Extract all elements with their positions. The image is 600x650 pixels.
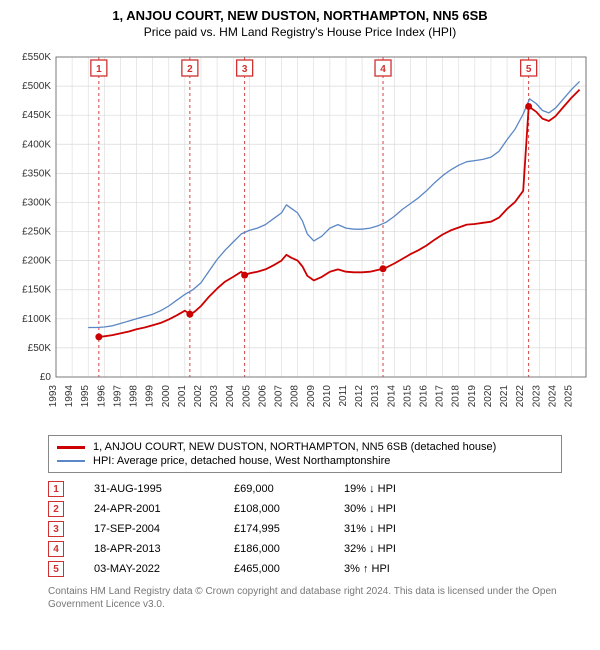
svg-text:2005: 2005 <box>241 385 252 408</box>
svg-text:2011: 2011 <box>338 385 349 407</box>
sale-delta: 32% ↓ HPI <box>344 543 434 555</box>
page-subtitle: Price paid vs. HM Land Registry's House … <box>8 25 592 39</box>
sale-row: 3 17-SEP-2004 £174,995 31% ↓ HPI <box>48 519 562 539</box>
sale-marker-box: 2 <box>48 501 64 517</box>
svg-text:2016: 2016 <box>419 385 430 408</box>
svg-text:2007: 2007 <box>274 385 285 408</box>
svg-text:£300K: £300K <box>22 197 51 208</box>
svg-text:2024: 2024 <box>547 385 558 408</box>
legend-swatch-property <box>57 446 85 449</box>
sale-price: £174,995 <box>234 523 314 535</box>
sale-date: 18-APR-2013 <box>94 543 204 555</box>
svg-text:£0: £0 <box>40 372 52 383</box>
svg-text:1994: 1994 <box>64 385 75 408</box>
svg-text:£200K: £200K <box>22 256 51 267</box>
svg-text:1995: 1995 <box>80 385 91 408</box>
sale-marker-box: 5 <box>48 561 64 577</box>
svg-text:2: 2 <box>187 64 193 75</box>
svg-text:2023: 2023 <box>531 385 542 408</box>
sale-price: £108,000 <box>234 503 314 515</box>
sale-date: 03-MAY-2022 <box>94 563 204 575</box>
svg-text:2000: 2000 <box>161 385 172 408</box>
svg-text:2017: 2017 <box>435 385 446 408</box>
sales-table: 1 31-AUG-1995 £69,000 19% ↓ HPI 2 24-APR-2001… <box>48 479 562 579</box>
svg-text:£500K: £500K <box>22 81 51 92</box>
svg-text:2025: 2025 <box>564 385 575 408</box>
svg-text:1: 1 <box>96 64 102 75</box>
svg-text:£100K: £100K <box>22 314 51 325</box>
sale-delta: 31% ↓ HPI <box>344 523 434 535</box>
sale-row: 5 03-MAY-2022 £465,000 3% ↑ HPI <box>48 559 562 579</box>
sale-marker-box: 1 <box>48 481 64 497</box>
sale-row: 4 18-APR-2013 £186,000 32% ↓ HPI <box>48 539 562 559</box>
svg-text:3: 3 <box>242 64 248 75</box>
svg-text:1996: 1996 <box>96 385 107 408</box>
legend-swatch-hpi <box>57 460 85 462</box>
svg-text:2012: 2012 <box>354 385 365 408</box>
legend-label-hpi: HPI: Average price, detached house, West… <box>93 455 390 467</box>
svg-text:2009: 2009 <box>306 385 317 408</box>
svg-text:2020: 2020 <box>483 385 494 408</box>
svg-text:1999: 1999 <box>145 385 156 408</box>
svg-text:2019: 2019 <box>467 385 478 408</box>
svg-text:2006: 2006 <box>257 385 268 408</box>
sale-row: 1 31-AUG-1995 £69,000 19% ↓ HPI <box>48 479 562 499</box>
legend-row-hpi: HPI: Average price, detached house, West… <box>57 454 553 468</box>
sale-date: 24-APR-2001 <box>94 503 204 515</box>
svg-text:2010: 2010 <box>322 385 333 408</box>
svg-text:2021: 2021 <box>499 385 510 408</box>
svg-text:2003: 2003 <box>209 385 220 408</box>
svg-text:2014: 2014 <box>386 385 397 408</box>
svg-text:£250K: £250K <box>22 227 51 238</box>
svg-text:2002: 2002 <box>193 385 204 408</box>
svg-text:2008: 2008 <box>290 385 301 408</box>
page-title: 1, ANJOU COURT, NEW DUSTON, NORTHAMPTON,… <box>8 8 592 23</box>
svg-text:2022: 2022 <box>515 385 526 408</box>
svg-text:5: 5 <box>526 64 532 75</box>
chart-svg: £0 £50K £100K £150K £200K £250K £300K £350K £400… <box>8 47 592 427</box>
legend-row-property: 1, ANJOU COURT, NEW DUSTON, NORTHAMPTON,… <box>57 440 553 454</box>
legend: 1, ANJOU COURT, NEW DUSTON, NORTHAMPTON,… <box>48 435 562 473</box>
svg-text:£450K: £450K <box>22 110 51 121</box>
svg-text:£350K: £350K <box>22 168 51 179</box>
svg-text:2013: 2013 <box>370 385 381 408</box>
svg-text:1998: 1998 <box>129 385 140 408</box>
sale-delta: 30% ↓ HPI <box>344 503 434 515</box>
svg-text:2015: 2015 <box>402 385 413 408</box>
sale-date: 31-AUG-1995 <box>94 483 204 495</box>
sale-marker-box: 3 <box>48 521 64 537</box>
sale-price: £465,000 <box>234 563 314 575</box>
svg-text:£550K: £550K <box>22 52 51 63</box>
svg-text:1997: 1997 <box>112 385 123 408</box>
svg-text:2001: 2001 <box>177 385 188 408</box>
sale-price: £186,000 <box>234 543 314 555</box>
svg-text:4: 4 <box>380 64 386 75</box>
svg-text:2018: 2018 <box>451 385 462 408</box>
sale-marker-box: 4 <box>48 541 64 557</box>
sale-date: 17-SEP-2004 <box>94 523 204 535</box>
svg-text:1993: 1993 <box>48 385 59 408</box>
price-chart: £0 £50K £100K £150K £200K £250K £300K £350K £400… <box>8 47 592 427</box>
svg-text:£400K: £400K <box>22 139 51 150</box>
sale-row: 2 24-APR-2001 £108,000 30% ↓ HPI <box>48 499 562 519</box>
footer-note: Contains HM Land Registry data © Crown c… <box>48 585 562 611</box>
sale-delta: 3% ↑ HPI <box>344 563 434 575</box>
sale-price: £69,000 <box>234 483 314 495</box>
svg-text:2004: 2004 <box>225 385 236 408</box>
svg-text:£50K: £50K <box>28 343 52 354</box>
svg-text:£150K: £150K <box>22 285 51 296</box>
legend-label-property: 1, ANJOU COURT, NEW DUSTON, NORTHAMPTON,… <box>93 441 496 453</box>
sale-delta: 19% ↓ HPI <box>344 483 434 495</box>
